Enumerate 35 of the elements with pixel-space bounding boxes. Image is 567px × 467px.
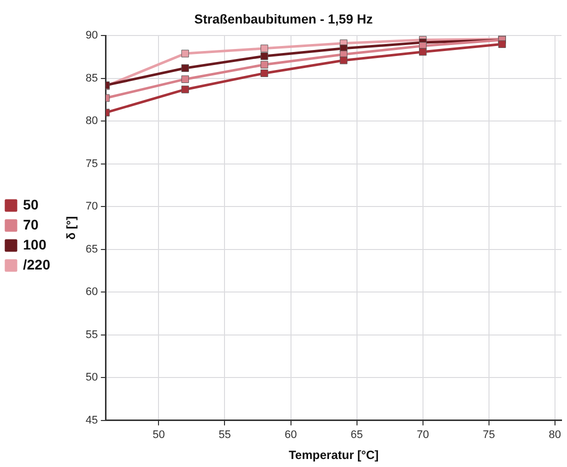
x-tick-label: 50 <box>152 429 165 442</box>
x-tick-label: 70 <box>416 429 429 442</box>
point <box>181 75 189 83</box>
point <box>260 69 268 78</box>
y-tick-label: 90 <box>86 30 98 42</box>
point <box>181 50 189 58</box>
legend-label: /220 <box>23 256 50 272</box>
point <box>181 86 189 94</box>
y-tick-label: 75 <box>86 158 98 170</box>
chart-title: Straßenbaubitumen - 1,59 Hz <box>194 11 374 26</box>
point <box>260 60 268 68</box>
point <box>260 52 268 60</box>
legend-label: 50 <box>23 196 39 212</box>
x-tick-label: 65 <box>350 429 363 442</box>
y-tick-label: 85 <box>86 72 98 84</box>
point <box>340 56 348 64</box>
y-tick-label: 80 <box>86 115 98 128</box>
point <box>498 40 506 48</box>
y-tick-label: 55 <box>86 328 98 341</box>
x-tick-label: 80 <box>548 429 562 442</box>
x-tick-label: 75 <box>482 429 495 442</box>
y-tick-label: 65 <box>86 243 98 256</box>
point <box>181 64 189 72</box>
legend-label: 100 <box>23 236 47 252</box>
legend-label: 70 <box>23 216 39 232</box>
x-axis-title: Temperatur [°C] <box>288 448 379 462</box>
point <box>419 48 427 56</box>
y-tick-label: 70 <box>86 200 98 213</box>
x-tick-label: 55 <box>218 429 231 442</box>
x-tick-label: 60 <box>284 429 297 442</box>
y-tick-label: 50 <box>86 372 98 384</box>
point <box>260 44 268 52</box>
y-tick-label: 45 <box>86 414 98 426</box>
y-tick-label: 60 <box>86 286 98 298</box>
y-axis-title: δ [°] <box>64 216 78 240</box>
